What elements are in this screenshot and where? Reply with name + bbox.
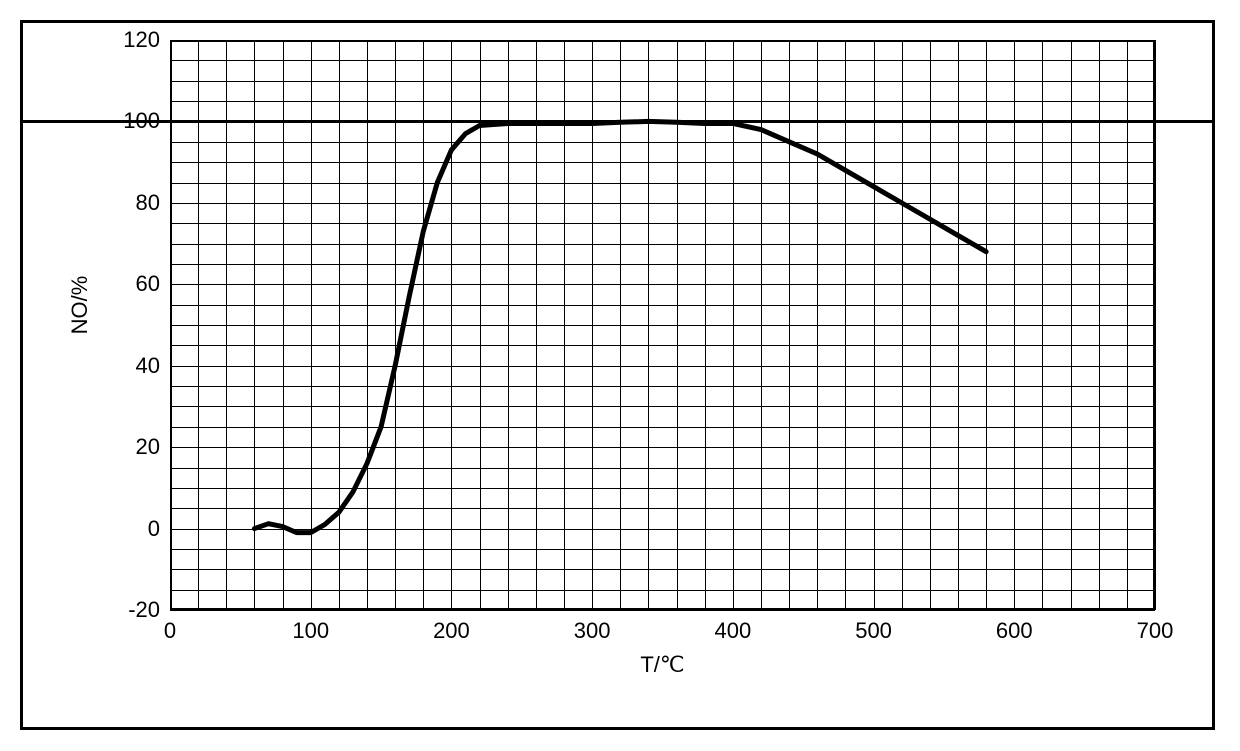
- grid-line-h: [170, 244, 1155, 245]
- x-tick-label: 500: [855, 618, 892, 644]
- y-tick-label: 40: [100, 353, 160, 379]
- grid-line-h: [170, 610, 1155, 611]
- grid-line-h: [170, 142, 1155, 143]
- grid-line-h: [170, 60, 1155, 61]
- x-tick-label: 300: [574, 618, 611, 644]
- grid-line-h: [170, 223, 1155, 224]
- grid-line-h: [170, 508, 1155, 509]
- grid-line-h: [170, 345, 1155, 346]
- grid-line-h: [170, 406, 1155, 407]
- grid-line-h: [170, 386, 1155, 387]
- grid-line-h: [170, 264, 1155, 265]
- y-tick-label: 80: [100, 190, 160, 216]
- grid-line-h: [170, 529, 1155, 530]
- x-tick-label: 100: [292, 618, 329, 644]
- x-axis-title: T/℃: [640, 652, 684, 678]
- chart-frame: NO/% T/℃ -200204060801001200100200300400…: [20, 20, 1215, 730]
- y-tick-label: -20: [100, 597, 160, 623]
- grid-line-h: [170, 366, 1155, 367]
- y-tick-label: 20: [100, 434, 160, 460]
- x-tick-label: 200: [433, 618, 470, 644]
- grid-line-v: [1155, 40, 1156, 610]
- grid-line-h: [170, 162, 1155, 163]
- grid-line-h: [170, 81, 1155, 82]
- y-tick-label: 60: [100, 271, 160, 297]
- y-tick-label: 0: [100, 516, 160, 542]
- grid-line-h: [170, 590, 1155, 591]
- grid-line-h: [170, 569, 1155, 570]
- grid-line-h: [170, 325, 1155, 326]
- grid-line-h: [170, 427, 1155, 428]
- grid-line-h: [170, 549, 1155, 550]
- x-tick-label: 600: [996, 618, 1033, 644]
- plot-border: [170, 40, 1155, 42]
- y-axis-title: NO/%: [67, 276, 93, 335]
- grid-line-h: [170, 101, 1155, 102]
- grid-line-h: [170, 203, 1155, 204]
- plot-border: [170, 608, 1155, 610]
- x-tick-label: 400: [714, 618, 751, 644]
- y-tick-label: 100: [100, 108, 160, 134]
- plot-border: [170, 40, 172, 610]
- grid-line-h: [170, 305, 1155, 306]
- grid-line-h: [170, 284, 1155, 285]
- plot-border: [1153, 40, 1155, 610]
- reference-line: [23, 120, 1212, 123]
- grid-line-h: [170, 183, 1155, 184]
- y-tick-label: 120: [100, 27, 160, 53]
- grid-line-h: [170, 447, 1155, 448]
- grid-line-h: [170, 468, 1155, 469]
- plot-area: [170, 40, 1155, 610]
- x-tick-label: 0: [164, 618, 176, 644]
- x-tick-label: 700: [1137, 618, 1174, 644]
- grid-line-h: [170, 488, 1155, 489]
